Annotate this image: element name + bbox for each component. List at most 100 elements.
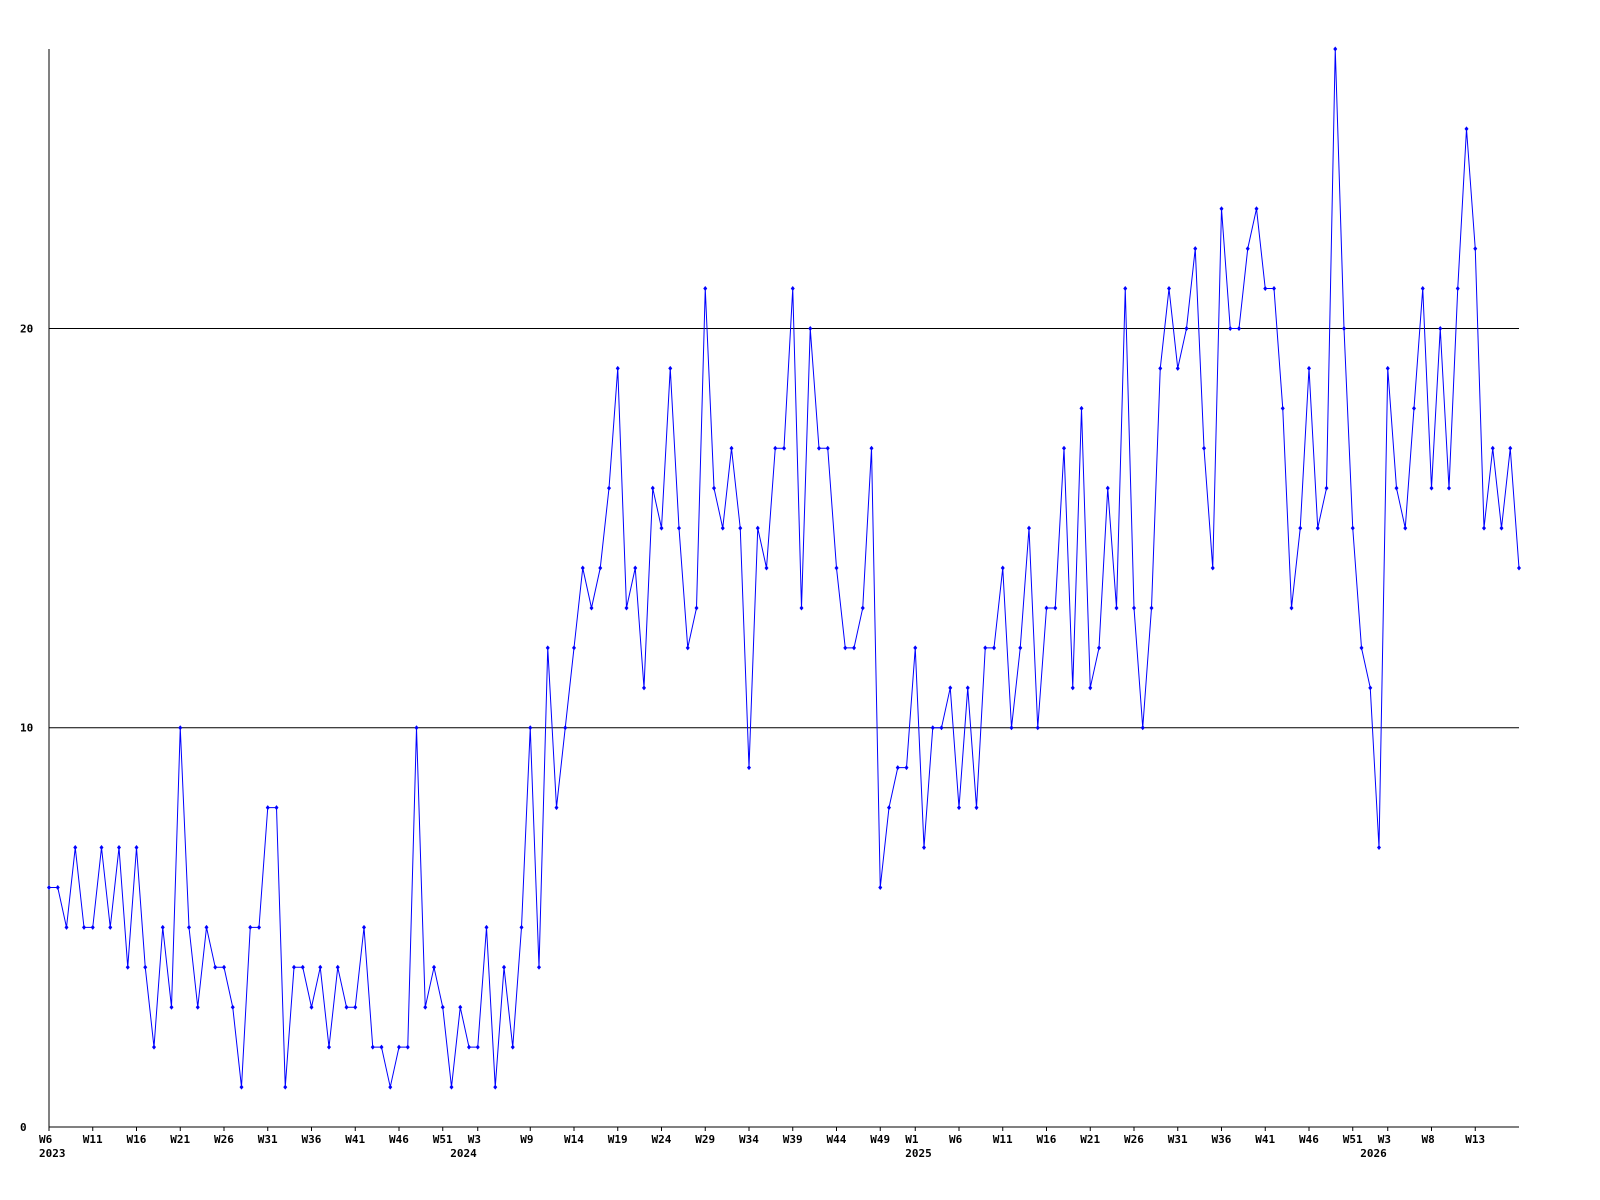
data-point bbox=[1079, 405, 1084, 411]
data-point bbox=[738, 525, 743, 531]
data-point bbox=[475, 1044, 480, 1050]
data-point bbox=[887, 805, 891, 811]
data-point bbox=[1175, 365, 1180, 371]
data-point bbox=[782, 445, 786, 451]
data-point bbox=[82, 924, 86, 930]
data-point bbox=[1158, 365, 1163, 371]
data-point bbox=[712, 485, 716, 491]
x-year-label: 2026 bbox=[1360, 1147, 1387, 1160]
data-point bbox=[1342, 325, 1346, 331]
data-point bbox=[922, 845, 926, 851]
data-point bbox=[1508, 445, 1513, 451]
data-point bbox=[1438, 325, 1443, 331]
x-tick-label: W6 bbox=[949, 1133, 963, 1146]
data-point bbox=[1027, 525, 1031, 531]
data-point bbox=[860, 605, 865, 611]
data-point bbox=[432, 964, 436, 970]
data-point bbox=[1324, 485, 1329, 491]
x-tick-label: W51 bbox=[1343, 1133, 1363, 1146]
data-point bbox=[213, 964, 218, 970]
data-point bbox=[423, 1004, 428, 1010]
x-tick-label: W51 bbox=[433, 1133, 453, 1146]
data-point bbox=[869, 445, 874, 451]
data-point bbox=[808, 325, 813, 331]
data-point bbox=[1097, 645, 1101, 651]
data-point bbox=[939, 725, 944, 731]
data-point bbox=[143, 964, 148, 970]
data-point bbox=[589, 605, 594, 611]
data-point bbox=[930, 725, 935, 731]
data-point bbox=[764, 565, 769, 571]
x-tick-label: W3 bbox=[1378, 1133, 1391, 1146]
data-point bbox=[64, 924, 69, 930]
x-tick-label: W11 bbox=[83, 1133, 103, 1146]
data-point bbox=[1140, 725, 1145, 731]
data-point bbox=[720, 525, 725, 531]
data-point bbox=[659, 525, 664, 531]
data-point bbox=[1132, 605, 1136, 611]
data-point bbox=[1210, 565, 1215, 571]
data-point bbox=[1499, 525, 1504, 531]
data-point bbox=[484, 924, 489, 930]
data-point bbox=[668, 365, 673, 371]
x-tick-label: W8 bbox=[1422, 1133, 1435, 1146]
data-point bbox=[1044, 605, 1049, 611]
x-tick-label: W34 bbox=[739, 1133, 759, 1146]
data-point bbox=[563, 725, 568, 731]
data-point bbox=[1167, 286, 1171, 292]
data-point bbox=[405, 1044, 410, 1050]
data-point bbox=[1517, 565, 1521, 571]
data-point bbox=[125, 964, 130, 970]
data-point bbox=[493, 1084, 498, 1090]
data-point bbox=[650, 485, 655, 491]
data-point bbox=[257, 924, 261, 930]
data-point bbox=[572, 645, 576, 651]
data-point bbox=[1473, 246, 1478, 252]
data-point bbox=[1289, 605, 1294, 611]
data-point bbox=[309, 1004, 314, 1010]
data-point bbox=[283, 1084, 288, 1090]
data-point bbox=[528, 725, 533, 731]
y-tick-label: 20 bbox=[20, 322, 33, 335]
x-tick-label: W16 bbox=[1037, 1133, 1057, 1146]
data-point bbox=[992, 645, 996, 651]
data-point bbox=[519, 924, 524, 930]
x-tick-label: W13 bbox=[1465, 1133, 1485, 1146]
data-point bbox=[458, 1004, 463, 1010]
data-point bbox=[545, 645, 550, 651]
data-point bbox=[1193, 246, 1198, 252]
data-point bbox=[825, 445, 830, 451]
data-point bbox=[1490, 445, 1495, 451]
x-tick-label: W21 bbox=[170, 1133, 190, 1146]
data-point bbox=[1219, 206, 1224, 212]
data-point bbox=[1350, 525, 1355, 531]
data-point bbox=[1228, 325, 1233, 331]
data-point bbox=[895, 765, 900, 771]
data-point bbox=[440, 1004, 445, 1010]
data-point bbox=[1114, 605, 1119, 611]
data-point bbox=[318, 964, 323, 970]
data-point bbox=[1053, 605, 1058, 611]
data-point bbox=[1184, 325, 1189, 331]
data-point bbox=[502, 964, 506, 970]
data-point bbox=[1455, 286, 1460, 292]
data-point bbox=[1105, 485, 1110, 491]
data-point bbox=[169, 1004, 174, 1010]
data-point bbox=[1412, 405, 1416, 411]
data-point bbox=[99, 845, 104, 851]
data-point bbox=[607, 485, 611, 491]
x-tick-label: W9 bbox=[520, 1133, 533, 1146]
data-point bbox=[1035, 725, 1040, 731]
data-point bbox=[1000, 565, 1005, 571]
data-point bbox=[1237, 325, 1241, 331]
data-point bbox=[292, 964, 296, 970]
x-tick-label: W36 bbox=[302, 1133, 322, 1146]
data-point bbox=[834, 565, 839, 571]
data-point bbox=[1280, 405, 1285, 411]
data-point bbox=[843, 645, 848, 651]
x-tick-label: W11 bbox=[993, 1133, 1013, 1146]
data-point bbox=[957, 805, 961, 811]
data-point bbox=[1307, 365, 1311, 371]
data-point bbox=[353, 1004, 358, 1010]
